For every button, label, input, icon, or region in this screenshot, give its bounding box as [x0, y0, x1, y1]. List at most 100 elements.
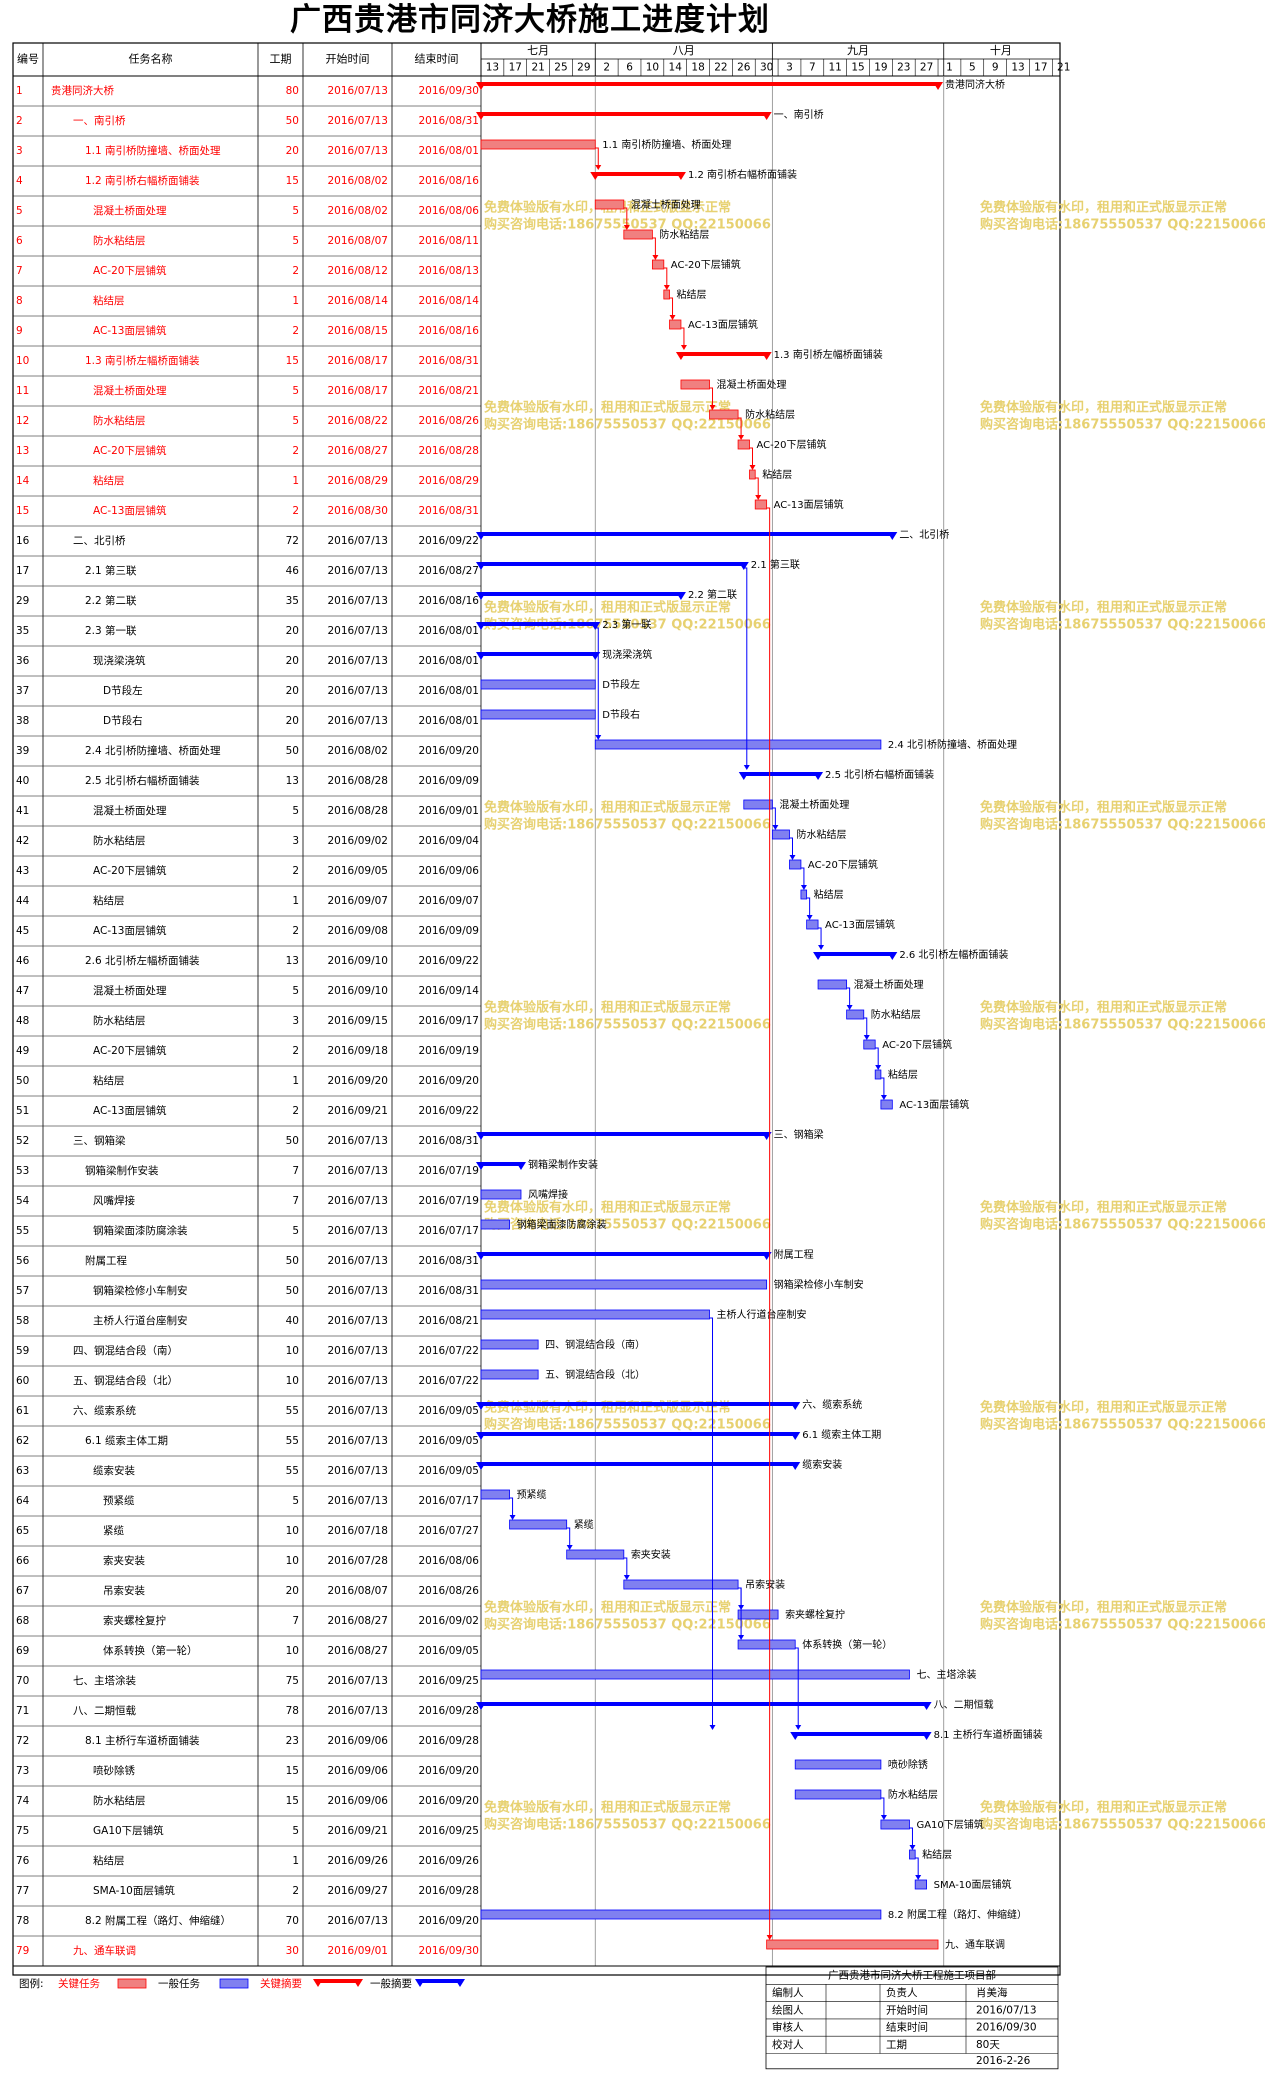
table-row: 1 贵港同济大桥 80 2016/07/13 2016/09/30 [13, 84, 481, 107]
table-row: 40 2.5 北引桥右幅桥面铺装 13 2016/08/28 2016/09/09 [13, 774, 481, 797]
dependency-line [915, 1857, 919, 1877]
table-row: 48 防水粘结层 3 2016/09/15 2016/09/17 [13, 1014, 481, 1037]
dependency-line [766, 507, 771, 1937]
task-bar [737, 1639, 796, 1650]
task-end: 2016/09/05 [418, 1435, 479, 1447]
bar-label: AC-13面层铺筑 [825, 918, 895, 931]
task-id: 76 [16, 1855, 30, 1867]
summary-start-marker [476, 592, 486, 600]
summary-end-marker [790, 1402, 801, 1410]
dependency-arrow [909, 1845, 916, 1850]
task-start: 2016/09/08 [327, 925, 388, 937]
summary-start-marker [476, 652, 486, 660]
bar-label: 索夹螺栓复拧 [785, 1608, 845, 1621]
task-bar [623, 1579, 739, 1590]
task-end: 2016/09/19 [418, 1045, 479, 1057]
watermark-line: 购买咨询电话:18675550537 QQ:22150066 [980, 1617, 1265, 1633]
bar-label: 现浇梁浇筑 [602, 648, 652, 661]
bar-label: 2.1 第三联 [751, 558, 800, 571]
task-start: 2016/09/15 [327, 1015, 388, 1027]
legend-critical-summary-marker [353, 1979, 363, 1987]
task-end: 2016/08/01 [418, 145, 479, 157]
month-label: 七月 [527, 44, 549, 57]
table-row: 58 主桥人行道台座制安 40 2016/07/13 2016/08/21 [13, 1314, 481, 1337]
task-id: 68 [16, 1615, 29, 1627]
bar-label: AC-13面层铺筑 [899, 1098, 969, 1111]
summary-bar [481, 592, 681, 596]
task-end: 2016/09/22 [418, 1105, 479, 1117]
task-id: 1 [16, 85, 23, 97]
table-row: 16 二、北引桥 72 2016/07/13 2016/09/22 [13, 534, 481, 557]
dependency-arrow [800, 885, 807, 890]
summary-start-marker [476, 1462, 486, 1470]
task-end: 2016/08/11 [418, 235, 479, 247]
dependency-arrow [738, 1635, 745, 1640]
task-start: 2016/08/17 [327, 385, 388, 397]
bar-label: 六、缆索系统 [802, 1398, 862, 1411]
dependency-line [669, 297, 674, 317]
bar-label: 2.4 北引桥防撞墙、桥面处理 [888, 738, 1017, 751]
legend-critical-summary-marker [313, 1979, 323, 1987]
watermark-line: 购买咨询电话:18675550537 QQ:22150066 [484, 1617, 771, 1633]
task-start: 2016/08/29 [327, 475, 388, 487]
bar-label: 粘结层 [888, 1068, 918, 1081]
task-end: 2016/09/20 [418, 1075, 479, 1087]
dependency-line [663, 267, 668, 287]
dependency-arrow [766, 1935, 773, 1940]
bar-label: 粘结层 [677, 288, 707, 301]
table-row: 63 缆索安装 55 2016/07/13 2016/09/05 [13, 1464, 481, 1487]
watermark-line: 购买咨询电话:18675550537 QQ:22150066 [484, 217, 771, 233]
task-start: 2016/09/06 [327, 1765, 388, 1777]
table-row: 56 附属工程 50 2016/07/13 2016/08/31 [13, 1254, 481, 1277]
summary-end-marker [515, 1162, 526, 1170]
day-tick-label: 22 [714, 62, 727, 74]
dependency-line [595, 147, 599, 167]
task-end: 2016/08/26 [418, 1585, 479, 1597]
task-name: 体系转换（第一轮） [103, 1644, 198, 1657]
task-id: 60 [16, 1375, 29, 1387]
task-bar [480, 1219, 510, 1230]
summary-start-marker [590, 172, 601, 180]
task-duration: 5 [292, 235, 299, 247]
task-duration: 75 [286, 1675, 299, 1687]
dependency-line [795, 1647, 799, 1727]
bar-label: 主桥人行道台座制安 [717, 1308, 807, 1321]
task-bar [880, 1099, 893, 1110]
summary-bar [481, 1432, 796, 1436]
task-end: 2016/08/31 [418, 1255, 479, 1267]
task-name: GA10下层铺筑 [93, 1824, 164, 1837]
task-name: 粘结层 [93, 474, 125, 487]
task-id: 63 [16, 1465, 29, 1477]
summary-start-marker [476, 82, 486, 90]
task-bar [509, 1519, 568, 1530]
dependency-arrow [863, 1035, 870, 1040]
legend-critical-task: 关键任务 [58, 1977, 100, 1990]
watermark-line: 购买咨询电话:18675550537 QQ:22150066 [484, 417, 771, 433]
table-row: 65 紧缆 10 2016/07/18 2016/07/27 [13, 1524, 481, 1547]
bar-label: 混凝土桥面处理 [779, 798, 849, 811]
dependency-line [875, 1047, 879, 1067]
task-duration: 1 [292, 895, 299, 907]
bar-label: 七、主塔涂装 [916, 1668, 976, 1681]
table-row: 79 九、通车联调 30 2016/09/01 2016/09/30 [13, 1944, 481, 1967]
day-tick-label: 5 [969, 62, 976, 74]
footer-org: 广西贵港市同济大桥工程施工项目部 [828, 1969, 996, 1982]
bar-label: 缆索安装 [802, 1458, 842, 1471]
task-name: 混凝土桥面处理 [93, 204, 167, 217]
task-duration: 15 [286, 1765, 299, 1777]
table-row: 15 AC-13面层铺筑 2 2016/08/30 2016/08/31 [13, 504, 481, 527]
day-tick-label: 19 [874, 62, 887, 74]
summary-bar [481, 1462, 796, 1466]
task-name: 粘结层 [93, 1854, 125, 1867]
dependency-arrow [595, 735, 602, 740]
table-row: 11 混凝土桥面处理 5 2016/08/17 2016/08/21 [13, 384, 481, 407]
task-bar [669, 319, 682, 330]
dependency-line [880, 1797, 885, 1817]
table-row: 59 四、钢混结合段（南） 10 2016/07/13 2016/07/22 [13, 1344, 481, 1367]
footer-date: 2016-2-26 [976, 2055, 1031, 2067]
task-duration: 1 [292, 1075, 299, 1087]
task-id: 53 [16, 1165, 29, 1177]
task-start: 2016/09/06 [327, 1735, 388, 1747]
dependency-arrow [846, 1005, 853, 1010]
header-end: 结束时间 [415, 53, 459, 66]
